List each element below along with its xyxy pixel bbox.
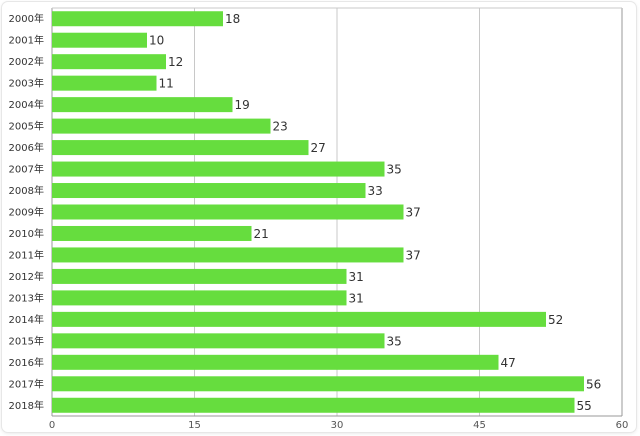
bar	[52, 354, 499, 370]
bar	[52, 397, 575, 413]
category-label: 2017年	[9, 377, 44, 390]
bar	[52, 183, 366, 199]
bar	[52, 376, 584, 392]
bar-value-label: 33	[368, 184, 383, 198]
bar-value-label: 52	[548, 313, 563, 327]
bar-value-label: 21	[254, 227, 269, 241]
bar-value-label: 35	[387, 334, 402, 348]
bar-value-label: 55	[577, 399, 592, 413]
bar	[52, 290, 347, 306]
bar-value-label: 47	[501, 356, 516, 370]
bar	[52, 161, 385, 177]
category-label: 2002年	[9, 55, 44, 68]
bar-value-label: 37	[406, 248, 421, 262]
category-label: 2012年	[9, 270, 44, 283]
bar	[52, 54, 166, 70]
bar-value-label: 19	[235, 98, 250, 112]
bar	[52, 333, 385, 349]
bar	[52, 225, 252, 241]
category-label: 2006年	[9, 141, 44, 154]
category-label: 2009年	[9, 206, 44, 219]
bar-value-label: 18	[225, 12, 240, 26]
category-label: 2018年	[9, 399, 44, 412]
x-tick-label: 0	[49, 420, 55, 431]
bar	[52, 11, 223, 27]
value-labels: 18 10 12 11 19 23 27 35 33 37 21 37 31 31 52 35 47 56 55	[149, 12, 601, 413]
bar	[52, 97, 233, 113]
bar-value-label: 10	[149, 34, 164, 48]
bar	[52, 118, 271, 134]
x-tick-label: 30	[331, 420, 344, 431]
category-label: 2000年	[9, 12, 44, 25]
category-label: 2016年	[9, 356, 44, 369]
x-tick-label: 15	[188, 420, 201, 431]
bar	[52, 311, 546, 327]
category-label: 2015年	[9, 334, 44, 347]
category-label: 2011年	[9, 248, 44, 261]
x-tick-label: 45	[473, 420, 486, 431]
bar	[52, 32, 147, 48]
bar	[52, 140, 309, 156]
bar-value-label: 37	[406, 206, 421, 220]
bar-value-label: 11	[159, 77, 174, 91]
category-labels: 2000年 2001年 2002年 2003年 2004年 2005年 2006年 2007年…	[9, 12, 44, 412]
category-label: 2010年	[9, 227, 44, 240]
category-label: 2007年	[9, 163, 44, 176]
bars	[52, 11, 584, 413]
category-label: 2014年	[9, 313, 44, 326]
x-tick-label: 60	[616, 420, 629, 431]
bar	[52, 75, 157, 91]
bar-value-label: 31	[349, 270, 364, 284]
bar-value-label: 23	[273, 120, 288, 134]
x-tick-labels: 0 15 30 45 60	[49, 420, 629, 431]
bar	[52, 204, 404, 220]
category-label: 2003年	[9, 77, 44, 90]
category-label: 2004年	[9, 98, 44, 111]
bar-value-label: 27	[311, 141, 326, 155]
category-label: 2005年	[9, 120, 44, 133]
bar-value-label: 12	[168, 55, 183, 69]
category-label: 2001年	[9, 34, 44, 47]
bar	[52, 247, 404, 263]
bar-value-label: 35	[387, 163, 402, 177]
bar-value-label: 56	[586, 377, 601, 391]
category-label: 2013年	[9, 291, 44, 304]
bar-value-label: 31	[349, 291, 364, 305]
bar	[52, 268, 347, 284]
category-label: 2008年	[9, 184, 44, 197]
